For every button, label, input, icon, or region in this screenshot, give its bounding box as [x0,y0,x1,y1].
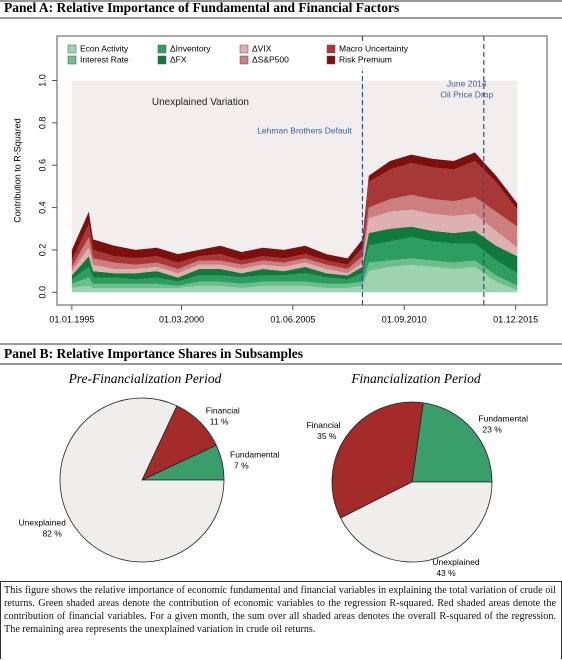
legend-swatch [67,44,77,54]
area [71,264,518,293]
legend-swatch [326,44,336,54]
y-tick-label: 0.8 [37,117,47,130]
pie-value: 35 % [317,431,337,441]
legend-swatch [239,55,249,65]
pie-title: Financialization Period [350,371,481,386]
x-tick-label: 01.06.2005 [270,314,315,324]
x-tick-label: 01.03.2000 [159,314,204,324]
legend-swatch [239,44,249,54]
y-tick-label: 0.4 [37,201,47,214]
x-tick-label: 01.01.1995 [49,314,94,324]
panel-b-title: Panel B: Relative Importance Shares in S… [4,346,303,361]
legend-swatch [157,55,167,65]
area [71,209,518,278]
pie-value: 23 % [482,425,502,435]
y-tick-label: 0.2 [37,244,47,257]
area [71,152,518,265]
legend-swatch [326,55,336,65]
legend-swatch [157,44,167,54]
pie-slice [59,397,225,563]
pie-label: Unexplained [19,518,67,528]
pie-label: Financial [206,405,240,415]
pie-slice [411,402,493,483]
event-label: Oil Price Drop [440,89,493,99]
pie-title: Pre-Financialization Period [68,371,222,386]
x-tick-label: 01.09.2010 [382,314,427,324]
legend-label: Risk Premium [339,54,392,64]
legend-swatch [67,55,77,65]
legend-label: ΔFX [170,54,187,64]
event-label: Lehman Brothers Default [257,125,352,135]
area [71,194,518,274]
y-tick-label: 0.6 [37,159,47,172]
pie-label: Unexplained [432,557,480,567]
pie-label: Fundamental [230,450,280,460]
legend-label: Interest Rate [80,54,129,64]
legend-label: ΔS&P500 [252,54,289,64]
pie-value: 11 % [210,416,229,426]
area [71,237,518,286]
pie-slice [331,401,424,519]
panel-a-title: Panel A: Relative Importance of Fundamen… [4,0,399,15]
y-axis-label: Contribution to R-Squared [12,118,22,223]
pie-value: 7 % [234,461,249,471]
pie-value: 43 % [436,568,456,578]
area [71,258,518,291]
legend-label: ΔInventory [170,43,211,53]
pie-value: 82 % [42,529,62,539]
charts: Unexplained Variation 0.0 0.2 0.4 0.6 0.8 1.0 0… [12,36,538,578]
x-tick-label: 01.12.2015 [493,314,538,324]
y-tick-label: 1.0 [37,74,47,87]
caption: This figure shows the relative importanc… [4,585,556,635]
background-label: Unexplained Variation [152,97,249,108]
legend-label: Macro Uncertainty [339,43,409,53]
area [71,160,518,269]
pie-label: Financial [306,420,340,430]
legend [62,41,390,71]
pie-label: Fundamental [478,414,528,424]
legend-label: Econ Activity [80,43,129,53]
legend-label: ΔVIX [252,43,272,53]
y-tick-label: 0.0 [37,286,47,299]
pie-slice [340,481,493,563]
area [71,226,518,282]
event-label: June 2014 [447,78,487,88]
figure: Panel A: Relative Importance of Fundamen… [0,0,562,578]
